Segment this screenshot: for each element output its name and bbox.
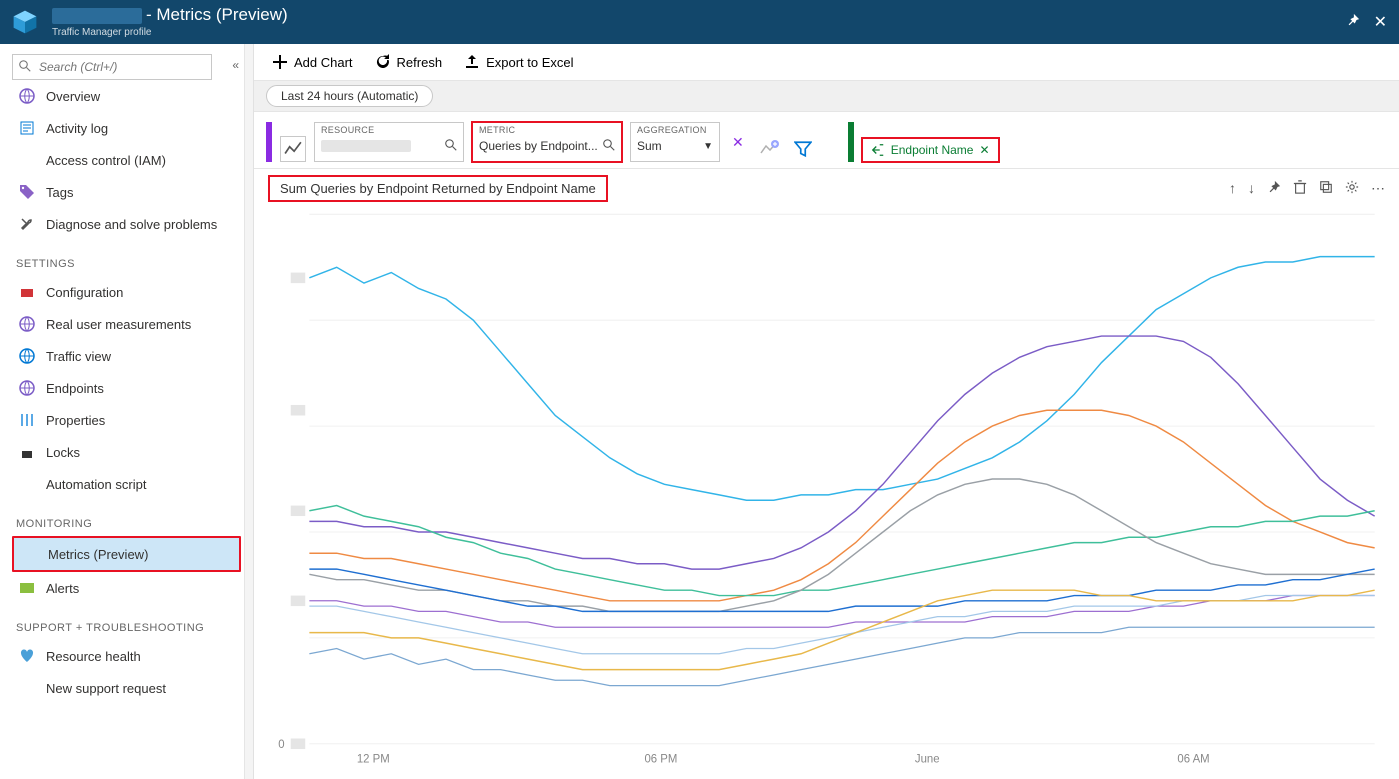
delete-chart-icon[interactable]	[1293, 180, 1307, 197]
nav-item-alerts[interactable]: Alerts	[12, 572, 241, 604]
nav-item-properties[interactable]: Properties	[12, 404, 241, 436]
remove-metric-icon[interactable]: ✕	[728, 134, 748, 151]
pin-icon[interactable]	[1346, 13, 1360, 32]
line-chart-type-icon[interactable]	[280, 136, 306, 162]
nav-item-configuration[interactable]: Configuration	[12, 276, 241, 308]
move-down-icon[interactable]: ↓	[1248, 180, 1255, 197]
add-metric-icon[interactable]	[756, 136, 782, 162]
blade-subtitle: Traffic Manager profile	[52, 27, 288, 38]
nav-item-automation-script[interactable]: Automation script	[12, 468, 241, 500]
blade-header: - Metrics (Preview) Traffic Manager prof…	[0, 0, 1399, 44]
script-icon	[18, 475, 36, 493]
barchart-icon	[20, 545, 38, 563]
blade-title: - Metrics (Preview)	[52, 6, 288, 25]
nav-item-tags[interactable]: Tags	[12, 176, 241, 208]
add-chart-button[interactable]: Add Chart	[272, 54, 353, 70]
collapse-menu-icon[interactable]: «	[232, 58, 239, 72]
clone-chart-icon[interactable]	[1319, 180, 1333, 197]
nav-item-traffic-view[interactable]: Traffic view	[12, 340, 241, 372]
svg-text:0: 0	[278, 739, 284, 751]
globe-icon	[18, 87, 36, 105]
add-filter-icon[interactable]	[790, 136, 816, 162]
metric-accent	[266, 122, 272, 162]
export-excel-button[interactable]: Export to Excel	[464, 54, 573, 70]
settings-header: SETTINGS	[16, 258, 241, 270]
people-icon	[18, 151, 36, 169]
metric-picker-bar: RESOURCE METRIC Queries by Endpoint...	[254, 112, 1399, 169]
nav-item-access-control-iam-[interactable]: Access control (IAM)	[12, 144, 241, 176]
split-by-chip[interactable]: Endpoint Name ✕	[862, 138, 999, 162]
menu-search-input[interactable]: Search (Ctrl+/)	[12, 54, 212, 80]
nav-item-locks[interactable]: Locks	[12, 436, 241, 468]
svg-text:06 AM: 06 AM	[1177, 754, 1209, 766]
nav-item-endpoints[interactable]: Endpoints	[12, 372, 241, 404]
globe-icon	[18, 315, 36, 333]
tag-icon	[18, 183, 36, 201]
nav-item-real-user-measurements[interactable]: Real user measurements	[12, 308, 241, 340]
support-header: SUPPORT + TROUBLESHOOTING	[16, 622, 241, 634]
sliders-icon	[18, 411, 36, 429]
briefcase-icon	[18, 283, 36, 301]
alert-icon	[18, 579, 36, 597]
lock-icon	[18, 443, 36, 461]
nav-item-overview[interactable]: Overview	[12, 80, 241, 112]
log-icon	[18, 119, 36, 137]
wrench-icon	[18, 215, 36, 233]
line-chart: 0 12 PM 06 PM June 06 AM	[254, 208, 1399, 779]
command-bar: Add Chart Refresh Export to Excel	[254, 44, 1399, 80]
monitoring-header: MONITORING	[16, 518, 241, 530]
search-small-icon	[445, 139, 457, 154]
chart-more-icon[interactable]: ⋯	[1371, 180, 1385, 197]
split-accent	[848, 122, 854, 162]
svg-text:June: June	[915, 754, 940, 766]
metric-picker[interactable]: METRIC Queries by Endpoint...	[472, 122, 622, 162]
nav-item-new-support-request[interactable]: New support request	[12, 672, 241, 704]
chart-header: Sum Queries by Endpoint Returned by Endp…	[254, 169, 1399, 208]
time-range-pill[interactable]: Last 24 hours (Automatic)	[266, 85, 433, 107]
chart-title: Sum Queries by Endpoint Returned by Endp…	[268, 175, 608, 202]
aggregation-picker[interactable]: AGGREGATION Sum▼	[630, 122, 720, 162]
metrics-blade: Add Chart Refresh Export to Excel Last 2…	[254, 44, 1399, 779]
resource-cube-icon	[12, 9, 38, 35]
svg-text:06 PM: 06 PM	[644, 754, 677, 766]
close-icon[interactable]: ✕	[1374, 12, 1387, 32]
time-range-strip: Last 24 hours (Automatic)	[254, 80, 1399, 112]
search-small-icon	[603, 139, 615, 154]
remove-split-icon[interactable]: ✕	[979, 143, 989, 157]
resource-menu: Search (Ctrl+/) « OverviewActivity logAc…	[0, 44, 254, 779]
person-icon	[18, 679, 36, 697]
nav-item-resource-health[interactable]: Resource health	[12, 640, 241, 672]
refresh-button[interactable]: Refresh	[375, 54, 443, 70]
nav-item-metrics-preview-[interactable]: Metrics (Preview)	[14, 538, 239, 570]
search-placeholder: Search (Ctrl+/)	[39, 60, 117, 74]
search-icon	[19, 60, 33, 74]
globe-icon	[18, 347, 36, 365]
chart-settings-icon[interactable]	[1345, 180, 1359, 197]
heart-icon	[18, 647, 36, 665]
move-up-icon[interactable]: ↑	[1229, 180, 1236, 197]
pin-chart-icon[interactable]	[1267, 180, 1281, 197]
resource-picker[interactable]: RESOURCE	[314, 122, 464, 162]
nav-item-diagnose-and-solve-problems[interactable]: Diagnose and solve problems	[12, 208, 241, 240]
svg-text:12 PM: 12 PM	[357, 754, 390, 766]
globe-icon	[18, 379, 36, 397]
nav-item-activity-log[interactable]: Activity log	[12, 112, 241, 144]
